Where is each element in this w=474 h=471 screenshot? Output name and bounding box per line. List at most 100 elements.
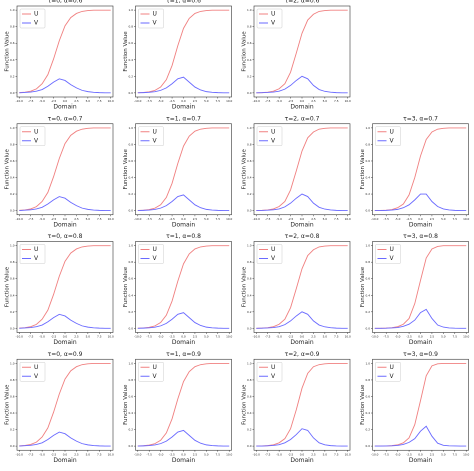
x-tick-label: -2.5 (288, 452, 294, 456)
y-tick-label: 0.0 (247, 444, 252, 448)
y-axis-label: Function Value (123, 384, 129, 425)
x-tick-label: 5.0 (441, 217, 446, 221)
x-tick-label: 5.0 (204, 217, 209, 221)
chart-title: τ=1, α=0.8 (166, 233, 201, 240)
x-tick-label: -2.5 (51, 217, 57, 221)
y-tick-label: 0.0 (247, 209, 252, 213)
x-tick-label: 2.5 (193, 335, 198, 339)
x-tick-label: 5.0 (323, 452, 328, 456)
x-tick-label: 0.0 (418, 217, 423, 221)
x-tick-label: -7.5 (265, 335, 271, 339)
legend-box (256, 244, 283, 264)
x-tick-label: -2.5 (51, 335, 57, 339)
series-line (19, 78, 111, 94)
legend-label: U (390, 128, 394, 135)
subplot: τ=0, α=0.6 -10.0 -7.5 -5.0 -2.5 0.0 2.5 5.0 7.5 1… (5, 0, 115, 111)
legend-label: V (271, 20, 276, 27)
y-tick-label: 0.2 (247, 74, 252, 78)
legend-box (138, 244, 164, 264)
x-tick-label: -10.0 (253, 99, 260, 103)
series-line (374, 425, 467, 447)
x-tick-label: 7.5 (216, 99, 221, 103)
x-tick-label: 2.5 (311, 452, 316, 456)
y-tick-label: 0.0 (129, 91, 134, 95)
y-tick-label: 0.4 (366, 411, 371, 415)
legend-label: U (390, 246, 394, 253)
x-tick-label: -10.0 (371, 217, 378, 221)
series-line (137, 362, 230, 447)
legend-box (256, 362, 283, 382)
x-tick-label: -7.5 (383, 335, 389, 339)
x-tick-label: 0.0 (181, 335, 186, 339)
x-tick-label: -10.0 (253, 217, 260, 221)
chart-title: τ=2, α=0.6 (285, 0, 320, 5)
x-axis-label: Domain (172, 221, 195, 228)
y-tick-label: 1.0 (366, 361, 371, 365)
x-tick-label: -5.0 (276, 335, 282, 339)
x-tick-label: -7.5 (146, 217, 152, 221)
x-tick-label: 7.5 (334, 99, 339, 103)
x-tick-label: 0.0 (63, 99, 68, 103)
x-tick-label: -7.5 (28, 452, 34, 456)
y-tick-label: 0.2 (129, 310, 134, 314)
series-line (256, 9, 348, 94)
x-tick-label: -5.0 (395, 217, 401, 221)
legend-box (256, 126, 283, 146)
y-tick-label: 0.2 (10, 428, 15, 432)
x-tick-label: -7.5 (28, 335, 34, 339)
x-tick-label: -2.5 (406, 217, 412, 221)
y-axis-label: Function Value (123, 266, 129, 307)
legend-label: U (271, 364, 275, 371)
x-tick-label: 0.0 (418, 335, 423, 339)
y-tick-label: 0.0 (10, 444, 15, 448)
x-tick-label: 7.5 (97, 99, 102, 103)
series-line (256, 362, 348, 447)
y-tick-label: 0.8 (247, 25, 252, 29)
x-tick-label: -10.0 (16, 99, 23, 103)
chart-title: τ=0, α=0.9 (48, 351, 83, 358)
x-tick-label: 7.5 (216, 217, 221, 221)
x-tick-label: 0.0 (63, 452, 68, 456)
y-tick-label: 0.4 (129, 293, 134, 297)
x-tick-label: -5.0 (158, 452, 164, 456)
y-tick-label: 0.2 (129, 428, 134, 432)
legend-box (138, 362, 164, 382)
y-tick-label: 0.6 (247, 41, 252, 45)
x-tick-label: 7.5 (453, 335, 458, 339)
subplot: τ=1, α=0.7 -10.0 -7.5 -5.0 -2.5 0.0 2.5 5.0 7.5 1… (123, 115, 233, 228)
chart-title: τ=2, α=0.9 (285, 351, 320, 358)
x-tick-label: -2.5 (169, 217, 175, 221)
y-tick-label: 0.8 (10, 260, 15, 264)
x-tick-label: 7.5 (453, 452, 458, 456)
x-tick-label: 2.5 (74, 335, 79, 339)
x-tick-label: -5.0 (158, 99, 164, 103)
legend-label: V (390, 137, 395, 144)
y-tick-label: 0.0 (10, 326, 15, 330)
x-tick-label: -5.0 (276, 452, 282, 456)
y-tick-label: 0.6 (247, 159, 252, 163)
y-axis-label: Function Value (123, 31, 129, 72)
y-tick-label: 0.4 (247, 58, 252, 62)
chart-title: τ=1, α=0.6 (166, 0, 201, 5)
x-tick-label: 2.5 (193, 452, 198, 456)
x-tick-label: 2.5 (311, 335, 316, 339)
y-axis-label: Function Value (242, 31, 248, 72)
chart-title: τ=1, α=0.9 (166, 351, 201, 358)
chart-title: τ=0, α=0.6 (48, 0, 83, 5)
legend-label: U (153, 246, 157, 253)
y-tick-label: 1.0 (366, 244, 371, 248)
x-tick-label: 10.0 (463, 335, 469, 339)
y-tick-label: 0.6 (129, 394, 134, 398)
x-tick-label: 7.5 (97, 335, 102, 339)
y-tick-label: 0.2 (129, 74, 134, 78)
y-tick-label: 0.8 (10, 25, 15, 29)
series-line (137, 194, 230, 212)
y-tick-label: 0.2 (366, 192, 371, 196)
y-tick-label: 0.0 (366, 444, 371, 448)
y-tick-label: 0.0 (10, 209, 15, 213)
x-tick-label: -5.0 (39, 452, 45, 456)
legend-label: V (271, 255, 276, 262)
x-axis-label: Domain (290, 221, 313, 228)
y-tick-label: 1.0 (366, 126, 371, 130)
x-tick-label: 5.0 (323, 335, 328, 339)
